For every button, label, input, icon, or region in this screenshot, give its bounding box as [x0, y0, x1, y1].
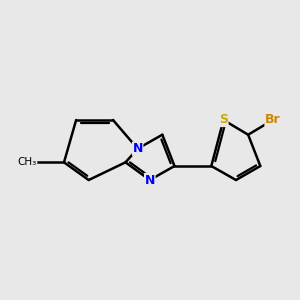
Text: N: N [145, 173, 155, 187]
Text: N: N [133, 142, 143, 155]
Text: CH₃: CH₃ [17, 157, 37, 167]
Text: Br: Br [265, 113, 280, 127]
Text: S: S [219, 113, 228, 127]
